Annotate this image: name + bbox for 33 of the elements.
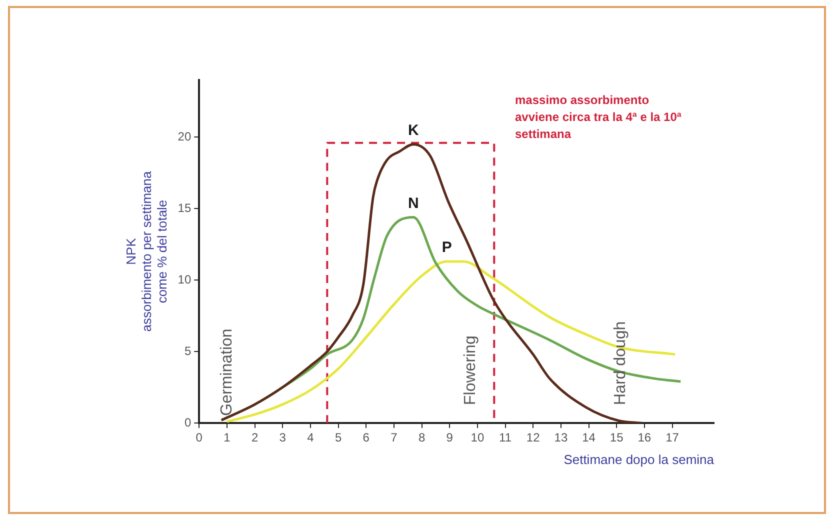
annotation: massimo assorbimento avviene circa tra la 4ª e la 10ª settimana [515,92,682,143]
x-tick-label: 9 [446,430,454,445]
y-tick-label: 10 [178,272,192,286]
x-tick-label: 3 [279,430,286,445]
line-series [220,143,643,423]
series-label: N [408,194,419,212]
x-tick-label: 13 [554,430,568,445]
y-tick-label: 20 [178,129,192,144]
x-tick-label: 6 [362,430,370,445]
y-axis-title: NPK assorbimento per settimana come % del totale [123,170,170,332]
x-axis-title: Settimane dopo la semina [564,452,715,467]
x-tick-label: 17 [666,430,680,445]
x-tick-label: 16 [638,430,652,445]
y-tick-label: 5 [184,344,192,358]
x-tick-label: 14 [582,430,596,445]
annotation: Hard dough [612,321,630,405]
series-label: K [408,122,420,139]
x-tick-label: 8 [418,430,426,445]
x-tick-label: 0 [196,430,203,445]
y-tick-label: 0 [184,415,192,430]
x-tick-label: 5 [334,430,342,445]
x-tick-label: 1 [224,430,231,445]
x-tick-label: 2 [251,430,258,445]
x-tick-label: 15 [610,430,624,445]
series-label: P [442,239,452,256]
x-tick-label: 4 [307,430,314,445]
annotation: Germination [218,328,236,416]
y-tick-label: 15 [178,200,192,215]
x-tick-label: 11 [499,430,512,445]
x-tick-label: 12 [526,430,540,445]
annotation: Flowering [462,336,480,405]
x-tick-label: 10 [470,430,484,445]
x-tick-label: 7 [390,430,398,445]
